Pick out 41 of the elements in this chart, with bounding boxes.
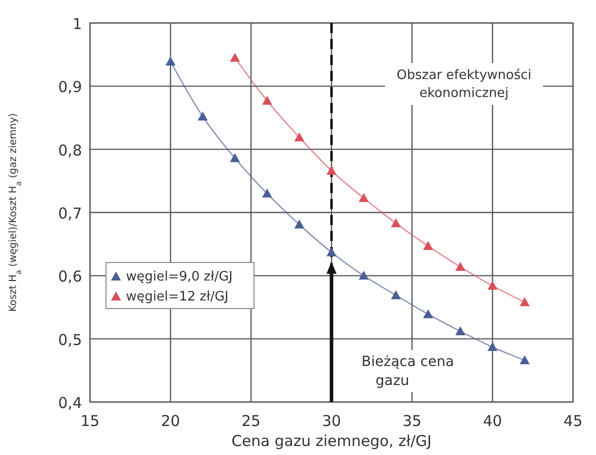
point bbox=[358, 192, 369, 202]
point bbox=[455, 262, 466, 271]
point bbox=[262, 96, 272, 105]
point bbox=[230, 153, 240, 162]
point bbox=[423, 240, 434, 250]
y-tick-label: 0,4 bbox=[58, 394, 82, 412]
legend-label: węgiel=9,0 zł/GJ bbox=[126, 270, 233, 284]
y-tick-label: 0,6 bbox=[58, 268, 82, 286]
y-tick-label: 0,5 bbox=[58, 330, 82, 349]
x-tick-label: 35 bbox=[402, 412, 422, 430]
point bbox=[520, 297, 530, 306]
point bbox=[294, 132, 304, 142]
point bbox=[423, 309, 434, 318]
x-tick-label: 30 bbox=[322, 412, 342, 430]
x-tick-label: 25 bbox=[241, 412, 261, 430]
point bbox=[488, 342, 498, 352]
point bbox=[390, 218, 401, 228]
point bbox=[262, 188, 272, 198]
point bbox=[390, 290, 401, 300]
x-tick-label: 45 bbox=[563, 412, 583, 430]
point bbox=[294, 220, 304, 228]
point bbox=[198, 111, 208, 120]
point bbox=[326, 166, 336, 175]
point bbox=[166, 56, 176, 66]
annotation: Bieżąca cena gazu bbox=[362, 354, 454, 389]
y-tick-label: 0,7 bbox=[58, 204, 82, 222]
y-tick-label: 0,8 bbox=[58, 141, 82, 160]
point bbox=[326, 247, 336, 256]
x-axis-title: Cena gazu ziemnego, zł/GJ bbox=[231, 432, 432, 450]
point bbox=[230, 52, 240, 62]
annotation: Obszar efektywności ekonomicznej bbox=[396, 68, 532, 101]
point bbox=[455, 326, 466, 336]
point bbox=[520, 355, 530, 364]
x-tick-label: 40 bbox=[482, 412, 502, 430]
y-tick-label: 1 bbox=[72, 15, 82, 33]
x-tick-label: 20 bbox=[160, 412, 180, 430]
x-tick-label: 15 bbox=[80, 412, 100, 430]
point bbox=[358, 270, 369, 280]
y-tick-label: 0,9 bbox=[58, 78, 82, 96]
legend-label: węgiel=12 zł/GJ bbox=[126, 290, 228, 304]
point bbox=[488, 280, 498, 290]
